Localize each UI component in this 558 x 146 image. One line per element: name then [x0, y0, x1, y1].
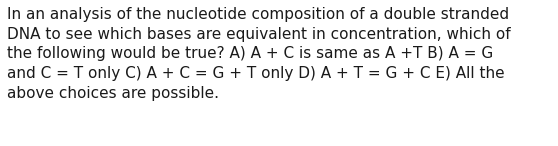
- Text: In an analysis of the nucleotide composition of a double stranded
DNA to see whi: In an analysis of the nucleotide composi…: [7, 7, 511, 101]
